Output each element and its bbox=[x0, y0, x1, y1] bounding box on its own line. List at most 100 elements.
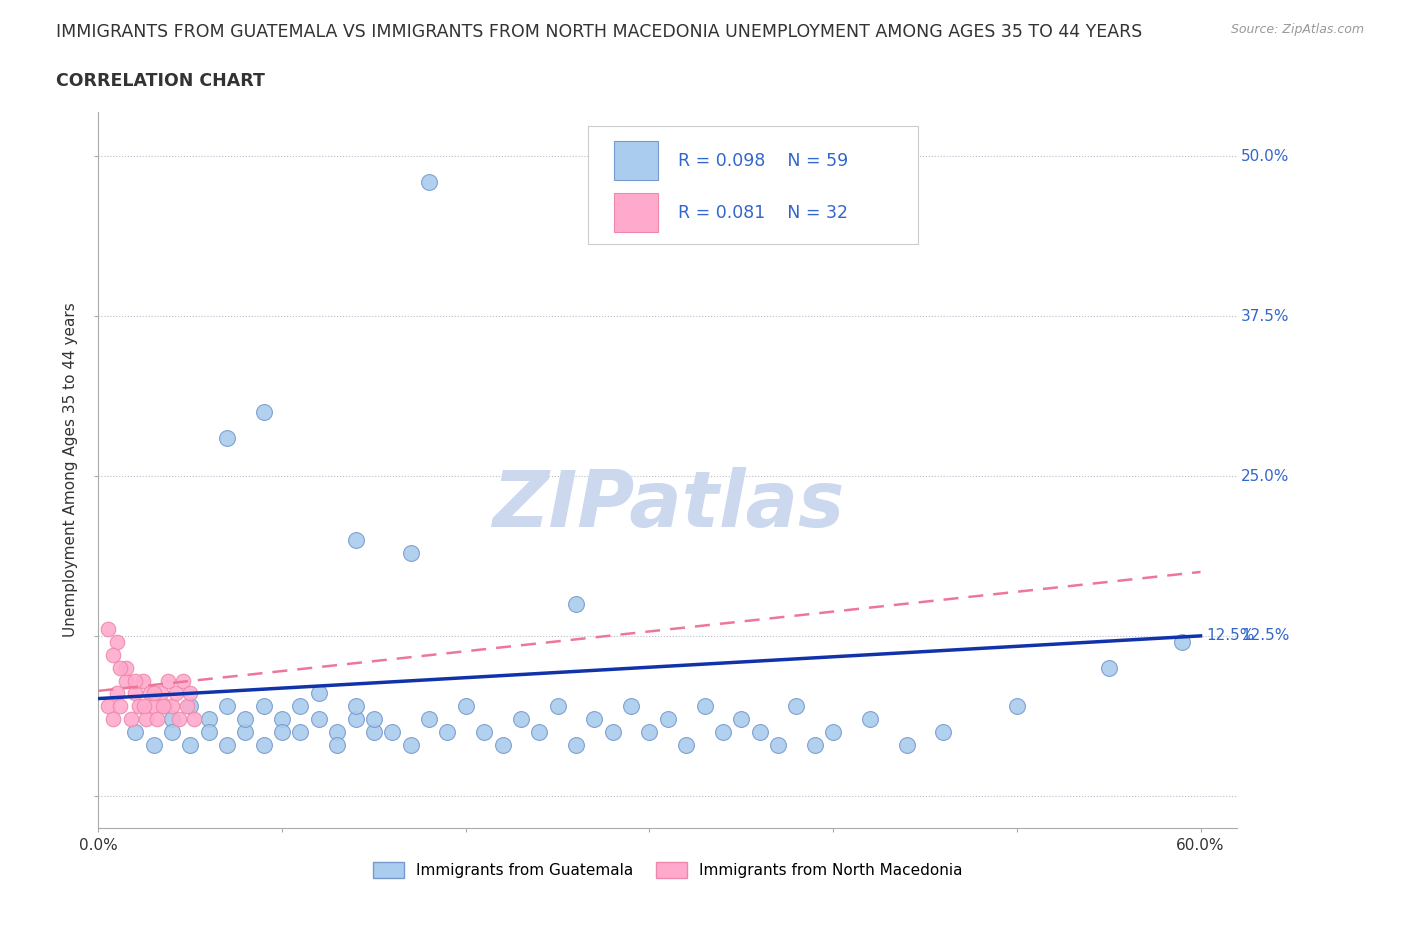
Point bbox=[657, 711, 679, 726]
Point bbox=[142, 686, 165, 701]
Point bbox=[101, 711, 124, 726]
Text: ZIPatlas: ZIPatlas bbox=[492, 468, 844, 543]
Text: 0.0%: 0.0% bbox=[79, 838, 118, 853]
Point bbox=[165, 686, 187, 701]
Text: Source: ZipAtlas.com: Source: ZipAtlas.com bbox=[1230, 23, 1364, 36]
Point bbox=[197, 724, 219, 739]
Point bbox=[418, 711, 440, 726]
Point bbox=[157, 673, 180, 688]
Point bbox=[124, 673, 146, 688]
Point bbox=[183, 711, 205, 726]
Point bbox=[253, 405, 276, 419]
Point bbox=[308, 711, 330, 726]
Point bbox=[235, 711, 257, 726]
Point bbox=[932, 724, 955, 739]
Point bbox=[308, 686, 330, 701]
Point bbox=[766, 737, 789, 752]
Point bbox=[418, 175, 440, 190]
Point bbox=[602, 724, 624, 739]
Point bbox=[1005, 698, 1028, 713]
Point bbox=[142, 737, 165, 752]
Point bbox=[583, 711, 606, 726]
Point bbox=[1171, 635, 1194, 650]
Point bbox=[124, 686, 146, 701]
Text: R = 0.098    N = 59: R = 0.098 N = 59 bbox=[678, 152, 848, 169]
Text: 12.5%: 12.5% bbox=[1241, 629, 1289, 644]
Text: 50.0%: 50.0% bbox=[1241, 149, 1289, 164]
Text: 37.5%: 37.5% bbox=[1241, 309, 1289, 324]
Point bbox=[472, 724, 495, 739]
Point bbox=[160, 724, 183, 739]
Point bbox=[748, 724, 770, 739]
Point bbox=[134, 698, 156, 713]
Point bbox=[529, 724, 551, 739]
Point bbox=[491, 737, 513, 752]
Point bbox=[153, 698, 176, 713]
Point bbox=[253, 698, 276, 713]
Point bbox=[344, 533, 367, 548]
Point bbox=[785, 698, 807, 713]
Point bbox=[896, 737, 918, 752]
Point bbox=[121, 711, 143, 726]
Text: IMMIGRANTS FROM GUATEMALA VS IMMIGRANTS FROM NORTH MACEDONIA UNEMPLOYMENT AMONG : IMMIGRANTS FROM GUATEMALA VS IMMIGRANTS … bbox=[56, 23, 1143, 41]
Point bbox=[363, 724, 385, 739]
Point bbox=[115, 660, 138, 675]
Text: R = 0.081    N = 32: R = 0.081 N = 32 bbox=[678, 204, 848, 221]
Point bbox=[454, 698, 477, 713]
Point bbox=[142, 698, 165, 713]
Point bbox=[253, 737, 276, 752]
Point bbox=[160, 711, 183, 726]
Point bbox=[97, 698, 120, 713]
Point bbox=[215, 698, 238, 713]
Point bbox=[326, 724, 349, 739]
Point bbox=[179, 698, 201, 713]
Point bbox=[97, 622, 120, 637]
Point bbox=[215, 737, 238, 752]
Point bbox=[693, 698, 716, 713]
Point bbox=[638, 724, 661, 739]
Point bbox=[271, 711, 294, 726]
Point bbox=[381, 724, 404, 739]
Point bbox=[128, 698, 150, 713]
Point bbox=[859, 711, 882, 726]
Point bbox=[115, 673, 138, 688]
Point bbox=[149, 686, 172, 701]
Legend: Immigrants from Guatemala, Immigrants from North Macedonia: Immigrants from Guatemala, Immigrants fr… bbox=[367, 857, 969, 884]
Point bbox=[620, 698, 643, 713]
FancyBboxPatch shape bbox=[588, 126, 918, 244]
Point bbox=[101, 647, 124, 662]
Point bbox=[547, 698, 569, 713]
Point bbox=[135, 711, 157, 726]
Point bbox=[152, 698, 174, 713]
Point bbox=[326, 737, 349, 752]
Point bbox=[110, 698, 132, 713]
Point bbox=[176, 698, 198, 713]
Text: 60.0%: 60.0% bbox=[1177, 838, 1225, 853]
Point bbox=[290, 724, 312, 739]
Point bbox=[436, 724, 458, 739]
Point bbox=[131, 673, 153, 688]
Point bbox=[271, 724, 294, 739]
Point bbox=[105, 686, 128, 701]
Point bbox=[344, 711, 367, 726]
Text: 25.0%: 25.0% bbox=[1241, 469, 1289, 484]
Point bbox=[160, 698, 183, 713]
Point bbox=[399, 545, 422, 560]
FancyBboxPatch shape bbox=[614, 193, 658, 232]
Point bbox=[823, 724, 845, 739]
Point bbox=[172, 673, 194, 688]
Point bbox=[235, 724, 257, 739]
Point bbox=[105, 635, 128, 650]
Point bbox=[565, 596, 588, 611]
Point bbox=[509, 711, 531, 726]
Point bbox=[215, 431, 238, 445]
FancyBboxPatch shape bbox=[614, 140, 658, 180]
Point bbox=[730, 711, 752, 726]
Point bbox=[179, 686, 201, 701]
Point bbox=[1098, 660, 1121, 675]
Point bbox=[675, 737, 697, 752]
Text: CORRELATION CHART: CORRELATION CHART bbox=[56, 72, 266, 89]
Point bbox=[399, 737, 422, 752]
Point bbox=[139, 686, 162, 701]
Point bbox=[197, 711, 219, 726]
